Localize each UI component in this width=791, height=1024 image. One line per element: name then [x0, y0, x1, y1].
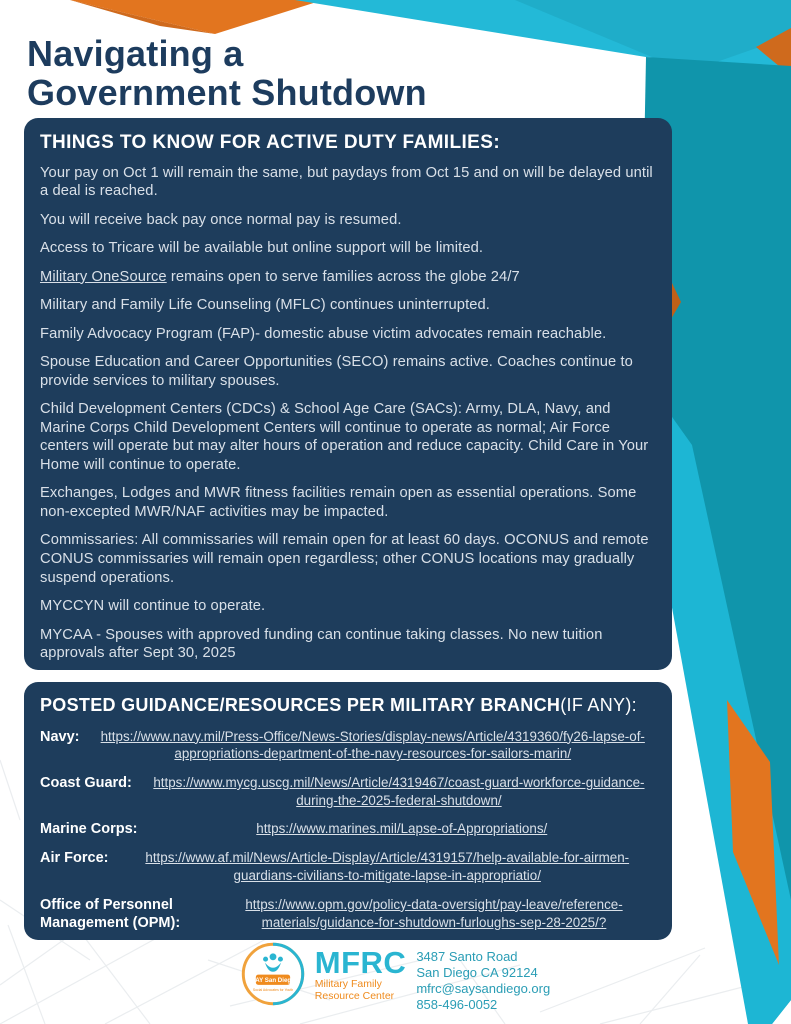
- info-paragraph: Spouse Education and Career Opportunitie…: [40, 354, 633, 389]
- mfrc-abbr: MFRC: [314, 945, 407, 980]
- things-to-know-panel: THINGS TO KNOW FOR ACTIVE DUTY FAMILIES:…: [24, 118, 672, 670]
- branch-label: Marine Corps:: [40, 821, 138, 838]
- info-paragraph: You will receive back pay once normal pa…: [40, 211, 402, 228]
- info-paragraph: MYCAA - Spouses with approved funding ca…: [40, 626, 603, 662]
- resource-row: Air Force: https://www.af.mil/News/Articl…: [40, 849, 656, 884]
- info-paragraph: Child Development Centers (CDCs) & Schoo…: [40, 401, 649, 473]
- tulip-icon: [262, 953, 283, 972]
- info-paragraph: Military OneSource remains open to serve…: [40, 268, 520, 285]
- resources-heading: POSTED GUIDANCE/RESOURCES PER MILITARY B…: [40, 695, 656, 717]
- resources-panel: POSTED GUIDANCE/RESOURCES PER MILITARY B…: [24, 682, 672, 940]
- resource-link[interactable]: https://www.marines.mil/Lapse-of-Appropr…: [256, 821, 548, 837]
- decor-orange-topright: [756, 28, 791, 76]
- resource-link[interactable]: https://www.opm.gov/policy-data-oversigh…: [245, 896, 623, 930]
- branch-label: Navy:: [40, 728, 80, 745]
- say-sandiego-logo: SAY San Diego Social Advocates for Youth: [241, 942, 305, 1011]
- decor-orange-top-facet: [70, 0, 215, 34]
- resource-row: Marine Corps: https://www.marines.mil/Lap…: [40, 820, 656, 838]
- decor-orange-top: [70, 0, 323, 34]
- contact-address2: San Diego CA 92124: [416, 965, 538, 981]
- info-paragraph: MYCCYN will continue to operate.: [40, 598, 266, 615]
- mfrc-name-line2: Resource Center: [314, 990, 395, 1003]
- mfrc-block: MFRC Military Family Resource Center: [314, 945, 407, 1003]
- page-title: Navigating a Government Shutdown: [27, 33, 427, 114]
- resources-list: Navy: https://www.navy.mil/Press-Office/N…: [40, 728, 656, 933]
- contact-address1: 3487 Santo Road: [416, 949, 518, 964]
- resources-heading-light: (IF ANY):: [560, 695, 637, 715]
- resource-row: Coast Guard: https://www.mycg.uscg.mil/Ne…: [40, 774, 656, 809]
- logo-ring-teal: [272, 942, 304, 1006]
- branch-label: Coast Guard:: [40, 774, 132, 791]
- contact-phone: 858-496-0052: [416, 997, 498, 1013]
- info-paragraph: Exchanges, Lodges and MWR fitness facili…: [40, 485, 637, 520]
- info-paragraph: Your pay on Oct 1 will remain the same, …: [40, 164, 653, 200]
- contact-email[interactable]: mfrc@saysandiego.org: [416, 981, 551, 997]
- mfrc-name-line1: Military Family: [314, 978, 382, 991]
- contact-block: 3487 Santo Road San Diego CA 92124 mfrc@…: [416, 949, 550, 1013]
- mfrc-name: Military Family Resource Center: [315, 979, 407, 1003]
- say-badge: [255, 974, 290, 985]
- things-list: Your pay on Oct 1 will remain the same, …: [40, 164, 656, 663]
- info-paragraph: Military and Family Life Counseling (MFL…: [40, 297, 490, 314]
- resource-link[interactable]: https://www.af.mil/News/Article-Display/…: [145, 850, 630, 884]
- say-badge-label: SAY San Diego: [251, 977, 295, 984]
- say-logo-icon: SAY San Diego Social Advocates for Youth: [241, 942, 304, 1006]
- resource-link[interactable]: https://www.mycg.uscg.mil/News/Article/4…: [153, 774, 645, 808]
- things-heading: THINGS TO KNOW FOR ACTIVE DUTY FAMILIES:: [40, 132, 501, 153]
- say-subtitle: Social Advocates for Youth: [253, 988, 293, 992]
- decor-cyan-top-facet: [515, 0, 791, 72]
- resources-heading-bold: POSTED GUIDANCE/RESOURCES PER MILITARY B…: [40, 695, 561, 715]
- info-paragraph: Commissaries: All commissaries will rema…: [40, 532, 649, 586]
- branch-label: Office of Personnel Management (OPM):: [40, 896, 181, 931]
- resource-row: Navy: https://www.navy.mil/Press-Office/N…: [40, 728, 656, 763]
- resource-row: Office of Personnel Management (OPM): htt…: [40, 896, 656, 932]
- resource-link[interactable]: https://www.navy.mil/Press-Office/News-S…: [100, 728, 645, 762]
- info-paragraph: Family Advocacy Program (FAP)- domestic …: [40, 325, 607, 342]
- branch-label: Air Force:: [40, 850, 109, 867]
- decor-orange-bottom: [727, 700, 779, 965]
- info-paragraph: Access to Tricare will be available but …: [40, 240, 484, 257]
- page-title-line1: Navigating a: [27, 33, 244, 74]
- military-onesource-link[interactable]: Military OneSource: [40, 268, 167, 285]
- page-title-line2: Government Shutdown: [27, 72, 427, 114]
- footer: SAY San Diego Social Advocates for Youth…: [0, 942, 791, 1013]
